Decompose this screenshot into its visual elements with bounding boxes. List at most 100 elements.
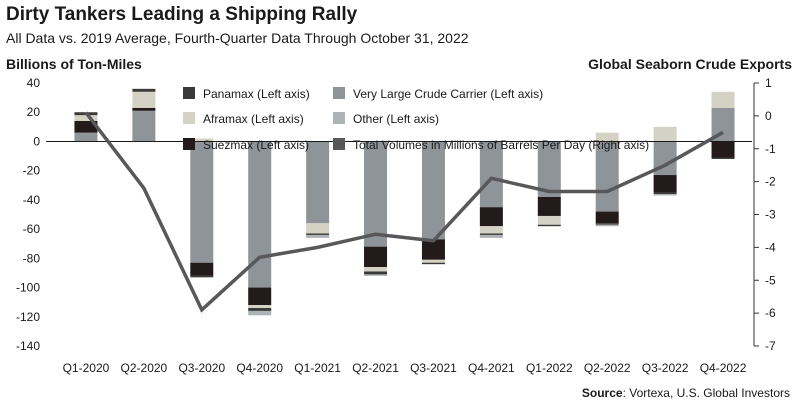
bar-segment [479, 226, 503, 234]
bar-segment [306, 223, 330, 234]
x-tick-label: Q2-2020 [121, 361, 168, 375]
y-tick-label: -40 [23, 193, 41, 207]
y2-tick-label: -4 [765, 240, 776, 254]
bar-segment [190, 141, 214, 263]
y-tick-label: -100 [16, 281, 40, 295]
bar-segment [74, 115, 98, 121]
x-tick-label: Q3-2020 [178, 361, 225, 375]
bar-segment [711, 91, 735, 108]
bar-segment [421, 239, 445, 260]
bar-segment [421, 259, 445, 263]
y2-tick-label: 1 [765, 76, 772, 90]
x-tick-label: Q3-2022 [642, 361, 689, 375]
y-tick-label: -60 [23, 222, 41, 236]
bar-segment [248, 141, 272, 288]
x-tick-label: Q1-2021 [294, 361, 341, 375]
legend-label: Total Volumes in Millions of Barrels Per… [353, 138, 649, 152]
bar-segment [537, 215, 561, 225]
bar-segment [190, 138, 214, 142]
y-tick-label: -140 [16, 339, 40, 353]
y2-tick-label: 0 [765, 109, 772, 123]
bar-segment [364, 271, 388, 275]
legend-label: Other (Left axis) [353, 112, 439, 126]
x-tick-label: Q1-2022 [526, 361, 573, 375]
bar-segment [306, 234, 330, 238]
bar-segment [711, 157, 735, 159]
bar-segment [132, 110, 156, 142]
legend-swatch [183, 112, 195, 124]
bar-segment [537, 196, 561, 216]
y2-tick-label: -5 [765, 273, 776, 287]
x-tick-label: Q2-2022 [584, 361, 631, 375]
bar-segment [74, 132, 98, 142]
bar-segment [421, 141, 445, 240]
legend-label: Very Large Crude Carrier (Left axis) [353, 87, 543, 101]
bar-segment [537, 141, 561, 197]
source-label: Source [581, 386, 623, 400]
bar-segment [479, 207, 503, 227]
bar-segment [479, 233, 503, 235]
bar-segment [595, 223, 619, 225]
bar-segment [479, 141, 503, 208]
left-axis-title: Billions of Ton-Miles [6, 56, 142, 72]
x-tick-label: Q4-2020 [236, 361, 283, 375]
total-volumes-line [84, 111, 724, 313]
bar-segment [711, 107, 735, 142]
y-tick-label: -20 [23, 164, 41, 178]
legend-swatch [183, 138, 195, 150]
bar-segment [248, 310, 272, 316]
chart-subtitle: All Data vs. 2019 Average, Fourth-Quarte… [6, 30, 469, 46]
x-tick-label: Q1-2020 [63, 361, 110, 375]
legend-label: Panamax (Left axis) [203, 87, 310, 101]
bar-segment [595, 224, 619, 227]
bar-segment [595, 132, 619, 142]
bar-segment [190, 262, 214, 276]
bar-segment [248, 308, 272, 311]
y2-tick-label: -6 [765, 306, 776, 320]
y-tick-label: 40 [27, 76, 41, 90]
source-note: Source: Vortexa, U.S. Global Investors [582, 386, 790, 400]
y2-tick-label: -7 [765, 339, 776, 353]
bar-segment [364, 246, 388, 268]
y2-tick-label: -3 [765, 208, 776, 222]
right-axis-title: Global Seaborn Crude Exports [588, 56, 792, 72]
bar-segment [248, 287, 272, 306]
bar-segment [421, 262, 445, 265]
x-tick-label: Q4-2022 [700, 361, 747, 375]
bar-segment [306, 141, 330, 224]
bar-segment [653, 175, 677, 193]
legend-swatch [333, 87, 345, 99]
bar-segment [306, 233, 330, 235]
bar-segment [653, 194, 677, 196]
source-text: : Vortexa, U.S. Global Investors [622, 386, 790, 400]
y-tick-label: -120 [16, 310, 40, 324]
legend-swatch [333, 112, 345, 124]
bar-segment [132, 88, 156, 92]
y-tick-label: 20 [27, 105, 41, 119]
bar-segment [132, 107, 156, 111]
y-tick-label: 0 [33, 134, 40, 148]
bar-segment [190, 275, 214, 278]
y2-tick-label: -1 [765, 142, 776, 156]
legend-swatch [183, 87, 195, 99]
y2-tick-label: -2 [765, 175, 776, 189]
legend-label: Suezmax (Left axis) [203, 138, 309, 152]
bar-segment [364, 274, 388, 276]
bar-segment [653, 126, 677, 142]
bar-segment [595, 141, 619, 212]
bar-segment [595, 211, 619, 224]
chart-title: Dirty Tankers Leading a Shipping Rally [6, 4, 358, 25]
bar-segment [479, 234, 503, 238]
x-tick-label: Q3-2021 [410, 361, 457, 375]
legend-swatch [333, 138, 345, 150]
bar-segment [364, 267, 388, 272]
bar-segment [364, 141, 388, 247]
y-tick-label: -80 [23, 251, 41, 265]
bar-segment [132, 91, 156, 108]
bar-segment [537, 224, 561, 227]
bar-segment [74, 120, 98, 133]
bar-segment [711, 141, 735, 158]
x-tick-label: Q2-2021 [352, 361, 399, 375]
legend-label: Aframax (Left axis) [203, 112, 304, 126]
